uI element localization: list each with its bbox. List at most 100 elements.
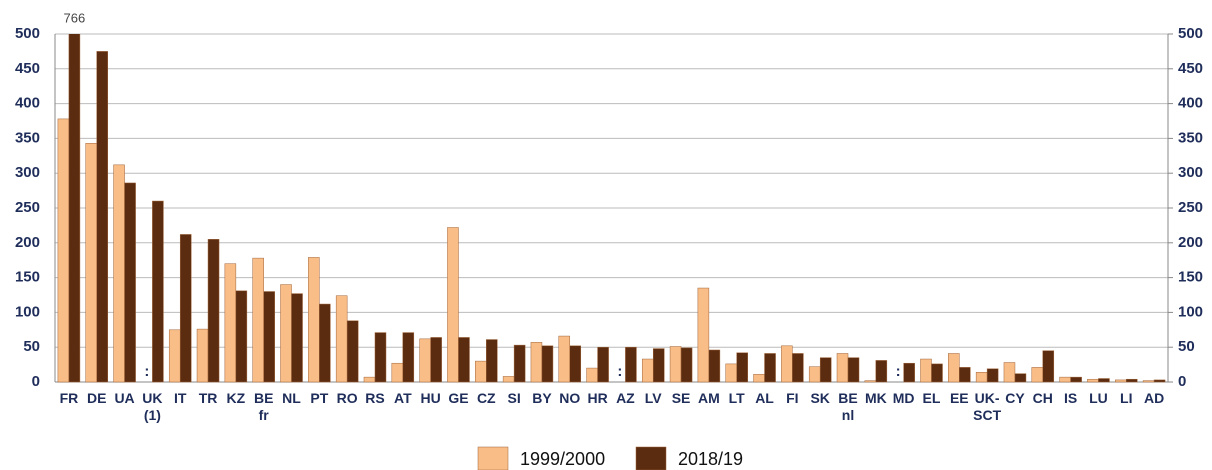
bar [819,357,832,383]
y-tick-label: 0 [32,373,40,390]
bar [280,284,292,383]
bar [680,347,693,383]
y-tick-label: 500 [15,25,40,42]
bar [1059,376,1071,383]
bar [669,346,682,383]
bar [1126,378,1138,383]
x-tick-label: SE [671,390,691,406]
x-tick-label: NL [282,390,301,406]
x-tick-label: IT [173,390,187,406]
y2-tick-label: 200 [1178,234,1203,251]
bar [586,367,598,383]
x-tick-label: HU [420,390,441,406]
x-tick-label: CZ [476,390,496,406]
y-tick-label: 400 [15,95,40,112]
bar [792,353,804,383]
x-tick-label: AL [755,390,774,406]
bars [57,34,1166,383]
bar [168,329,181,383]
bar [753,374,765,383]
legend-label: 2018/19 [678,449,743,469]
bar [335,295,348,383]
bar [569,345,582,383]
legend-swatch [635,446,667,470]
bar [363,376,376,383]
bar [502,376,515,383]
bar [1070,376,1082,383]
x-tick-label: RO [336,390,358,406]
bar [124,182,136,383]
x-tick-label: LI [1120,390,1133,406]
bar [641,358,654,383]
bar [113,164,125,383]
bar [836,353,849,383]
missing-marker: : [144,363,149,380]
bar [207,239,220,383]
legend-swatch [477,446,509,470]
bar [224,263,237,383]
bar [864,380,877,383]
x-tick-label: IS [1063,390,1078,406]
x-tick-label: MK [864,390,887,406]
bar [458,337,470,383]
bar [708,349,721,383]
bar [475,360,487,383]
y2-tick-label: 100 [1178,303,1203,320]
x-tick-label: BE fr [253,390,274,423]
bar [1042,350,1055,383]
x-tick-label: EL [922,390,941,406]
x-tick-label: GE [448,390,469,406]
y-tick-label: 50 [23,338,40,355]
x-tick-label: UK (1) [142,390,163,423]
bar [847,357,860,383]
bar [308,257,320,383]
bar [57,118,70,383]
x-tick-label: CH [1032,390,1053,406]
bar [513,344,526,383]
x-tick-label: TR [198,390,218,406]
bar [346,320,359,383]
y2-tick-label: 350 [1178,129,1203,146]
bar [447,227,459,383]
y-tick-label: 300 [15,164,40,181]
y2-tick-label: 500 [1178,25,1203,42]
bar [419,338,431,383]
bar [625,346,637,383]
bar [1003,362,1016,383]
bar [319,303,331,383]
bar [1142,380,1155,383]
y-tick-label: 250 [15,199,40,216]
bar [697,287,710,383]
bar [291,293,303,383]
y-tick-label: 350 [15,129,40,146]
x-tick-label: MD [892,390,915,406]
x-tick-label: FR [59,390,79,406]
bar [725,363,737,383]
bar [764,353,776,383]
bar [152,200,164,383]
bar [736,352,748,383]
y2-tick-label: 300 [1178,164,1203,181]
y-tick-label: 150 [15,269,40,286]
y-tick-label: 100 [15,303,40,320]
bar [948,353,960,383]
bar [391,362,404,383]
bar [85,143,97,383]
value-label: 766 [64,10,86,25]
bar [959,367,971,383]
y2-tick-label: 50 [1178,338,1195,355]
bar [541,345,554,383]
x-tick-label: SI [507,390,521,406]
bar [252,257,264,383]
bar [486,339,498,383]
bar [430,337,442,383]
bar [875,360,888,383]
x-tick-label: LV [644,390,662,406]
x-tick-label: KZ [226,390,246,406]
bar [1014,373,1027,383]
y2-tick-label: 250 [1178,199,1203,216]
x-tick-label: RS [365,390,385,406]
bar [263,291,275,383]
x-tick-label: BY [532,390,552,406]
